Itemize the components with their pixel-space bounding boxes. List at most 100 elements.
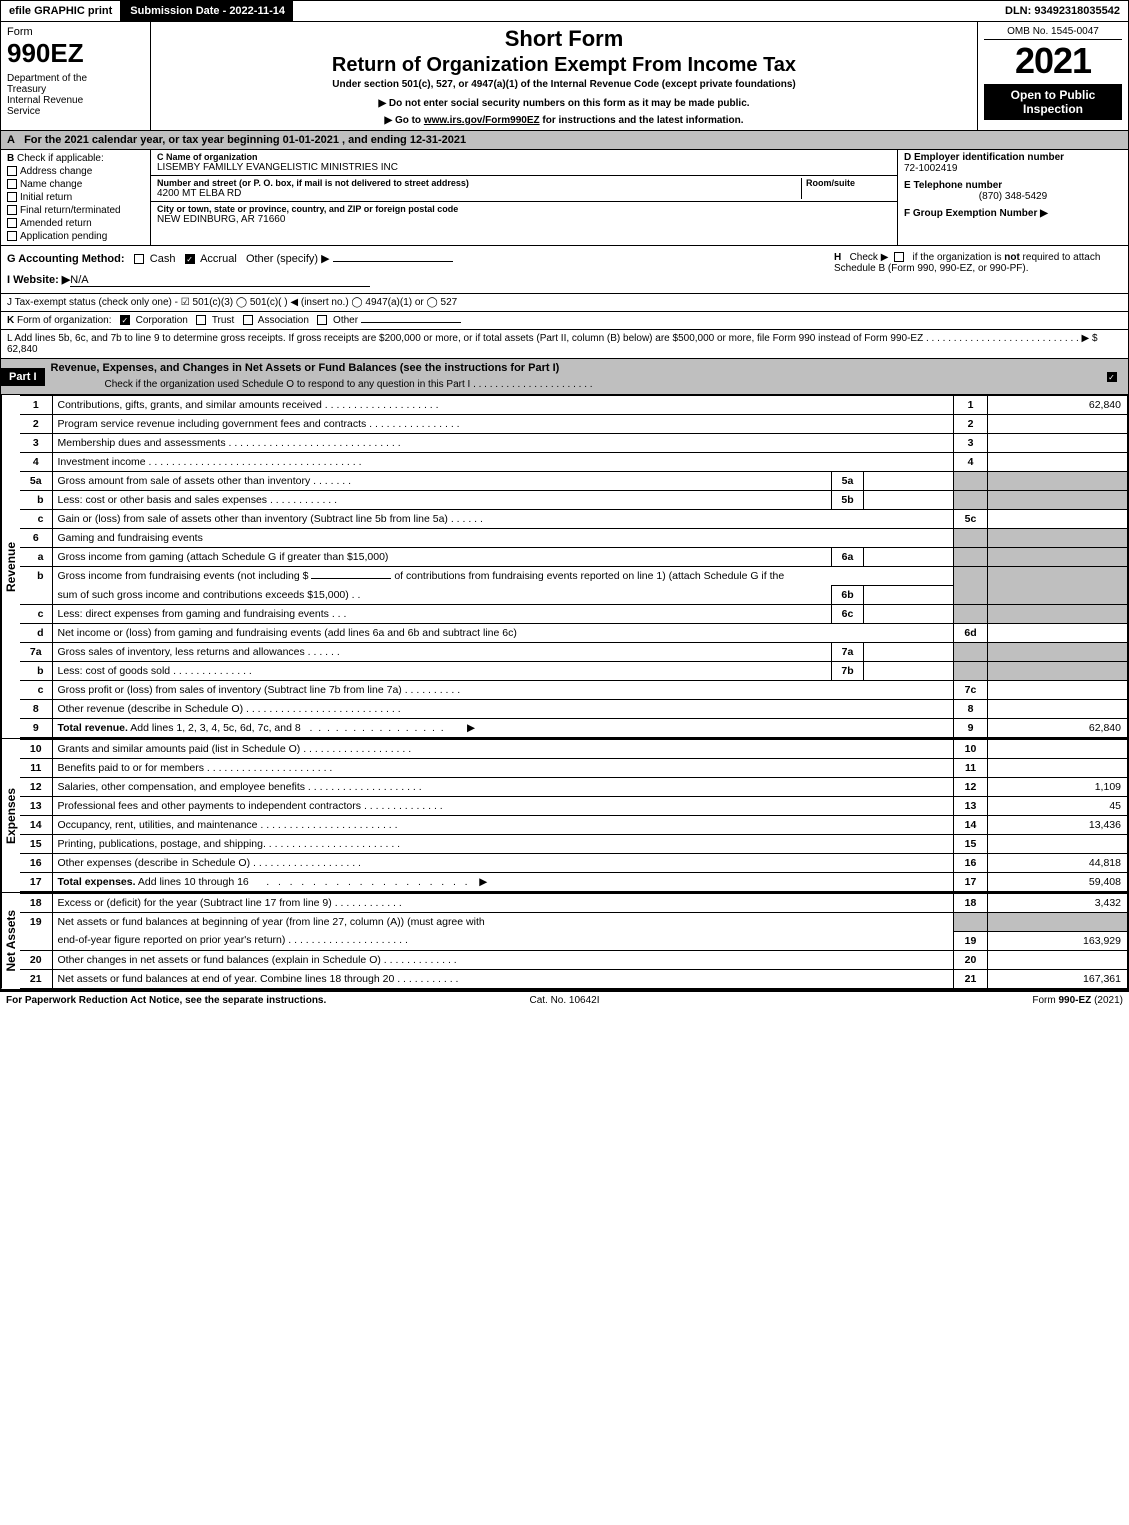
city-label: City or town, state or province, country… <box>157 204 891 214</box>
section-b-title: Check if applicable: <box>17 153 104 164</box>
section-bcd-row: B Check if applicable: Address change Na… <box>1 150 1128 246</box>
line-20: 20Other changes in net assets or fund ba… <box>20 950 1128 969</box>
part-1-sub: Check if the organization used Schedule … <box>45 377 1098 394</box>
link-post: for instructions and the latest informat… <box>540 115 744 126</box>
revenue-tab: Revenue <box>1 395 20 738</box>
org-name-label: C Name of organization <box>157 152 891 162</box>
header-right: OMB No. 1545-0047 2021 Open to Public In… <box>978 22 1128 130</box>
other-org-input[interactable] <box>361 322 461 323</box>
expenses-tab: Expenses <box>1 739 20 892</box>
org-city-block: City or town, state or province, country… <box>151 202 897 227</box>
room-suite-label: Room/suite <box>806 178 891 188</box>
g-label: G Accounting Method: <box>7 253 125 265</box>
line-7c: cGross profit or (loss) from sales of in… <box>20 681 1128 700</box>
checkbox-checked-icon[interactable]: ✓ <box>185 254 195 264</box>
other-specify-input[interactable] <box>333 261 453 262</box>
checkbox-icon[interactable] <box>243 315 253 325</box>
line-6c: cLess: direct expenses from gaming and f… <box>20 605 1128 624</box>
footer-left: For Paperwork Reduction Act Notice, see … <box>6 995 378 1006</box>
footer-mid: Cat. No. 10642I <box>378 995 750 1006</box>
chk-application-pending[interactable]: Application pending <box>7 231 144 242</box>
section-b-checkboxes: B Check if applicable: Address change Na… <box>1 150 151 245</box>
row-j-tax-exempt: J Tax-exempt status (check only one) - ☑… <box>1 294 1128 312</box>
checkbox-icon <box>7 192 17 202</box>
line-13: 13Professional fees and other payments t… <box>20 797 1128 816</box>
checkbox-icon <box>7 166 17 176</box>
chk-amended-return[interactable]: Amended return <box>7 218 144 229</box>
line-1: 1Contributions, gifts, grants, and simil… <box>20 396 1128 415</box>
line-6: 6Gaming and fundraising events <box>20 529 1128 548</box>
chk-final-return[interactable]: Final return/terminated <box>7 205 144 216</box>
footer-right: Form 990-EZ (2021) <box>751 995 1123 1006</box>
line-18: 18Excess or (deficit) for the year (Subt… <box>20 894 1128 913</box>
line-14: 14Occupancy, rent, utilities, and mainte… <box>20 816 1128 835</box>
line-9: 9Total revenue. Add lines 1, 2, 3, 4, 5c… <box>20 719 1128 738</box>
checkbox-icon <box>7 205 17 215</box>
line-6b-1: bGross income from fundraising events (n… <box>20 567 1128 586</box>
website-value: N/A <box>70 274 370 287</box>
checkbox-icon[interactable] <box>196 315 206 325</box>
dept-treasury: Department of theTreasuryInternal Revenu… <box>7 73 144 117</box>
line-19-1: 19Net assets or fund balances at beginni… <box>20 913 1128 932</box>
line-5b: bLess: cost or other basis and sales exp… <box>20 491 1128 510</box>
phone-value: (870) 348-5429 <box>904 191 1122 202</box>
checkbox-icon[interactable] <box>134 254 144 264</box>
line-3: 3Membership dues and assessments . . . .… <box>20 434 1128 453</box>
checkbox-icon[interactable] <box>317 315 327 325</box>
part-1-checkbox[interactable]: ✓ <box>1098 371 1128 383</box>
header-left: Form 990EZ Department of theTreasuryInte… <box>1 22 151 130</box>
line-7a: 7aGross sales of inventory, less returns… <box>20 643 1128 662</box>
row-g-h: G Accounting Method: Cash ✓ Accrual Othe… <box>1 246 1128 294</box>
open-to-public: Open to Public Inspection <box>984 84 1122 120</box>
omb-number: OMB No. 1545-0047 <box>984 26 1122 40</box>
org-address-block: Number and street (or P. O. box, if mail… <box>151 176 897 202</box>
link-pre: ▶ Go to <box>384 115 423 126</box>
chk-initial-return[interactable]: Initial return <box>7 192 144 203</box>
revenue-lines-table: 1Contributions, gifts, grants, and simil… <box>20 395 1128 738</box>
section-a-text: For the 2021 calendar year, or tax year … <box>24 134 466 146</box>
chk-name-change[interactable]: Name change <box>7 179 144 190</box>
line-6b-2: sum of such gross income and contributio… <box>20 586 1128 605</box>
line-10: 10Grants and similar amounts paid (list … <box>20 740 1128 759</box>
fundraising-amount-input[interactable] <box>311 578 391 579</box>
checkbox-icon <box>7 231 17 241</box>
phone-label: E Telephone number <box>904 180 1122 191</box>
irs-link[interactable]: www.irs.gov/Form990EZ <box>424 115 540 126</box>
line-21: 21Net assets or fund balances at end of … <box>20 969 1128 988</box>
line-15: 15Printing, publications, postage, and s… <box>20 835 1128 854</box>
netassets-lines-table: 18Excess or (deficit) for the year (Subt… <box>20 893 1128 989</box>
chk-address-change[interactable]: Address change <box>7 166 144 177</box>
revenue-section: Revenue 1Contributions, gifts, grants, a… <box>1 395 1128 739</box>
line-6d: dNet income or (loss) from gaming and fu… <box>20 624 1128 643</box>
submission-date: Submission Date - 2022-11-14 <box>122 1 294 21</box>
line-4: 4Investment income . . . . . . . . . . .… <box>20 453 1128 472</box>
line-6a: aGross income from gaming (attach Schedu… <box>20 548 1128 567</box>
section-a-label: A <box>7 134 21 146</box>
ein-value: 72-1002419 <box>904 163 1122 174</box>
line-7b: bLess: cost of goods sold . . . . . . . … <box>20 662 1128 681</box>
line-5a: 5aGross amount from sale of assets other… <box>20 472 1128 491</box>
line-16: 16Other expenses (describe in Schedule O… <box>20 854 1128 873</box>
checkbox-icon[interactable] <box>894 252 904 262</box>
checkbox-checked-icon[interactable]: ✓ <box>120 315 130 325</box>
part-1-tag: Part I <box>1 368 45 386</box>
form-990ez-container: efile GRAPHIC print Submission Date - 20… <box>0 0 1129 992</box>
org-city: NEW EDINBURG, AR 71660 <box>157 214 891 225</box>
efile-print-label[interactable]: efile GRAPHIC print <box>1 1 122 21</box>
section-d-e-f: D Employer identification number 72-1002… <box>898 150 1128 245</box>
dln-number: DLN: 93492318035542 <box>997 1 1128 21</box>
accounting-method: G Accounting Method: Cash ✓ Accrual Othe… <box>1 246 828 293</box>
ein-label: D Employer identification number <box>904 152 1122 163</box>
org-name: LISEMBY FAMILLY EVANGELISTIC MINISTRIES … <box>157 162 891 173</box>
top-bar: efile GRAPHIC print Submission Date - 20… <box>1 1 1128 22</box>
return-subtitle: Under section 501(c), 527, or 4947(a)(1)… <box>159 79 969 90</box>
irs-link-line: ▶ Go to www.irs.gov/Form990EZ for instru… <box>159 115 969 126</box>
i-label: I Website: ▶ <box>7 274 70 286</box>
group-exemption-label: F Group Exemption Number ▶ <box>904 208 1122 219</box>
expenses-section: Expenses 10Grants and similar amounts pa… <box>1 739 1128 893</box>
section-h: H Check ▶ if the organization is not req… <box>828 246 1128 293</box>
org-address: 4200 MT ELBA RD <box>157 188 801 199</box>
line-2: 2Program service revenue including gover… <box>20 415 1128 434</box>
form-header: Form 990EZ Department of theTreasuryInte… <box>1 22 1128 131</box>
row-l-gross-receipts: L Add lines 5b, 6c, and 7b to line 9 to … <box>1 330 1128 359</box>
